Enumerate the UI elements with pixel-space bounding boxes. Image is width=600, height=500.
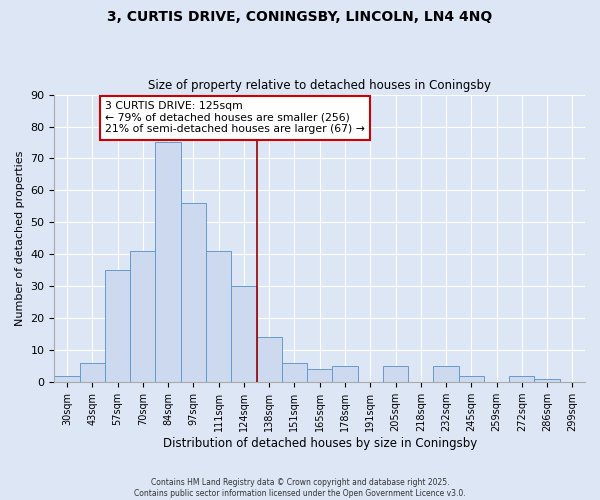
Bar [307, 370, 332, 382]
Title: Size of property relative to detached houses in Coningsby: Size of property relative to detached ho… [148, 79, 491, 92]
Bar [55, 376, 80, 382]
Bar [433, 366, 458, 382]
Bar [181, 203, 206, 382]
Bar [155, 142, 181, 382]
Bar [257, 338, 282, 382]
Bar [458, 376, 484, 382]
Text: 3, CURTIS DRIVE, CONINGSBY, LINCOLN, LN4 4NQ: 3, CURTIS DRIVE, CONINGSBY, LINCOLN, LN4… [107, 10, 493, 24]
Bar [332, 366, 358, 382]
Bar [535, 379, 560, 382]
Bar [80, 363, 105, 382]
Bar [206, 251, 231, 382]
Bar [509, 376, 535, 382]
Bar [231, 286, 257, 382]
X-axis label: Distribution of detached houses by size in Coningsby: Distribution of detached houses by size … [163, 437, 477, 450]
Bar [282, 363, 307, 382]
Bar [130, 251, 155, 382]
Bar [383, 366, 408, 382]
Bar [105, 270, 130, 382]
Text: Contains HM Land Registry data © Crown copyright and database right 2025.
Contai: Contains HM Land Registry data © Crown c… [134, 478, 466, 498]
Text: 3 CURTIS DRIVE: 125sqm
← 79% of detached houses are smaller (256)
21% of semi-de: 3 CURTIS DRIVE: 125sqm ← 79% of detached… [105, 101, 365, 134]
Y-axis label: Number of detached properties: Number of detached properties [15, 150, 25, 326]
